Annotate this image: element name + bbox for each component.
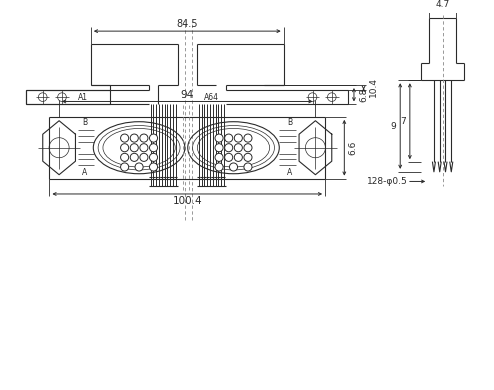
Circle shape: [244, 153, 252, 161]
Circle shape: [135, 163, 143, 171]
Circle shape: [140, 134, 148, 142]
Circle shape: [244, 134, 252, 142]
Circle shape: [244, 163, 252, 171]
Circle shape: [140, 153, 148, 161]
Circle shape: [130, 134, 138, 142]
Circle shape: [150, 144, 158, 152]
Text: 6.8: 6.8: [359, 87, 368, 102]
Circle shape: [244, 144, 252, 152]
Circle shape: [215, 144, 223, 152]
Circle shape: [234, 144, 243, 152]
Text: A64: A64: [204, 93, 219, 102]
Circle shape: [225, 144, 233, 152]
Text: 7: 7: [400, 117, 406, 126]
Circle shape: [130, 153, 138, 161]
Circle shape: [230, 163, 238, 171]
Circle shape: [215, 163, 223, 171]
Text: B: B: [82, 118, 87, 127]
Text: A1: A1: [79, 93, 88, 102]
Circle shape: [121, 144, 128, 152]
Circle shape: [234, 134, 243, 142]
Text: 4.7: 4.7: [436, 0, 450, 9]
Circle shape: [234, 153, 243, 161]
Circle shape: [225, 153, 233, 161]
Circle shape: [150, 134, 158, 142]
Circle shape: [121, 134, 128, 142]
Text: 94: 94: [181, 90, 194, 100]
Circle shape: [130, 144, 138, 152]
Text: 84.5: 84.5: [176, 20, 198, 29]
Circle shape: [150, 153, 158, 161]
Circle shape: [225, 134, 233, 142]
Circle shape: [121, 163, 128, 171]
Text: 100.4: 100.4: [172, 196, 202, 206]
Text: 6.6: 6.6: [348, 140, 358, 155]
Circle shape: [140, 144, 148, 152]
Text: B: B: [287, 118, 292, 127]
Circle shape: [215, 153, 223, 161]
Text: 128-φ0.5: 128-φ0.5: [368, 177, 408, 186]
Text: A: A: [82, 168, 87, 177]
Circle shape: [215, 134, 223, 142]
Text: 10.4: 10.4: [369, 78, 378, 98]
Circle shape: [150, 163, 158, 171]
Text: A: A: [287, 168, 292, 177]
Text: 9: 9: [391, 122, 396, 131]
Circle shape: [121, 153, 128, 161]
